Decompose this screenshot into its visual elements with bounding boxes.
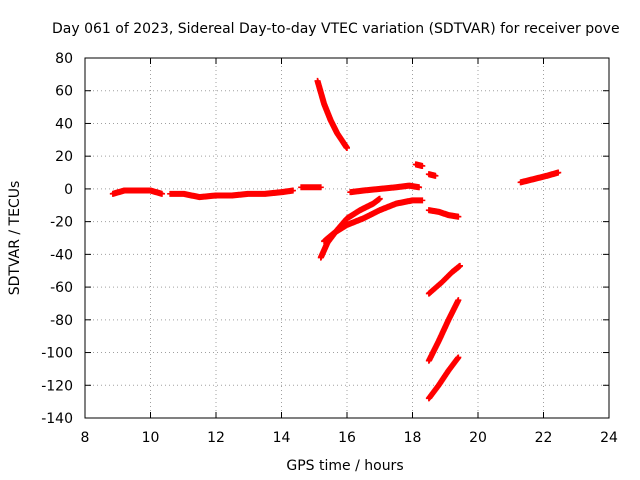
series-arc-2 [167, 187, 296, 201]
y-axis-label: SDTVAR / TECUs [7, 181, 23, 296]
x-tick-label: 10 [142, 430, 160, 446]
series-markers [517, 169, 562, 186]
series-markers [298, 184, 324, 191]
x-tick-label: 16 [338, 430, 356, 446]
chart-title: Day 061 of 2023, Sidereal Day-to-day VTE… [52, 21, 620, 37]
x-tick-label: 18 [404, 430, 422, 446]
y-tick-label: -20 [50, 215, 73, 231]
y-tick-label: 20 [55, 149, 73, 165]
series-arc-12 [425, 297, 462, 364]
y-tick-label: -140 [41, 411, 73, 427]
series-markers [167, 187, 296, 201]
x-tick-label: 12 [207, 430, 225, 446]
series-markers [347, 182, 423, 196]
y-tick-label: -100 [41, 346, 73, 362]
series-markers [321, 197, 426, 245]
series-arc-14 [517, 169, 562, 186]
series-markers [317, 195, 383, 261]
series-markers [109, 187, 165, 197]
series-markers [425, 262, 463, 297]
x-tick-label: 14 [273, 430, 291, 446]
series-markers [425, 354, 462, 402]
grid [85, 58, 609, 418]
axis-ticks: 8 10 12 14 16 18 20 22 24 80 60 40 20 0 -20 -40 -60 -80 -1… [41, 51, 618, 446]
y-tick-label: -80 [50, 313, 73, 329]
series-arc-5 [317, 195, 383, 261]
data-points [109, 77, 562, 402]
series-markers [314, 77, 350, 151]
series-arc-6 [321, 197, 426, 245]
x-axis-label: GPS time / hours [286, 458, 403, 474]
series-arc-11 [425, 262, 463, 297]
series-markers [425, 171, 439, 179]
series-arc-3 [298, 184, 324, 191]
y-tick-label: -60 [50, 280, 73, 296]
y-tick-label: 0 [64, 182, 73, 198]
series-arc-8 [412, 161, 426, 169]
y-tick-label: -40 [50, 247, 73, 263]
y-tick-label: -120 [41, 378, 73, 394]
series-arc-7 [347, 182, 423, 196]
series-arc-9 [425, 171, 439, 179]
x-tick-label: 22 [535, 430, 553, 446]
series-arc-4 [314, 77, 350, 151]
y-tick-label: 80 [55, 51, 73, 67]
series-markers [412, 161, 426, 169]
x-tick-label: 8 [81, 430, 90, 446]
series-arc-13 [425, 354, 462, 402]
x-tick-label: 24 [600, 430, 618, 446]
series-markers [425, 297, 462, 364]
series-markers [425, 207, 462, 220]
y-tick-label: 40 [55, 116, 73, 132]
series-arc-1 [109, 187, 165, 197]
y-tick-label: 60 [55, 84, 73, 100]
x-tick-label: 20 [469, 430, 487, 446]
series-arc-10 [425, 207, 462, 220]
